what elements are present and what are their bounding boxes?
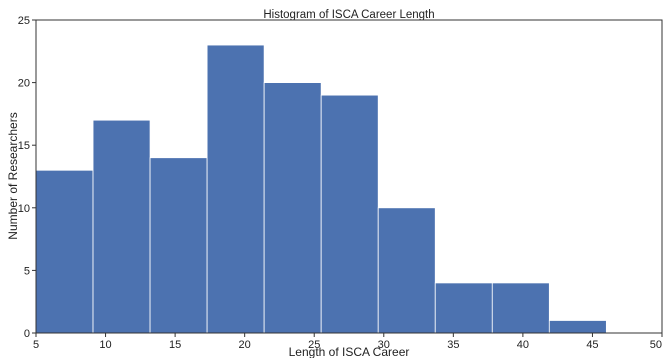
x-tick-label-20: 20 [239,339,251,351]
y-tick-label-25: 25 [18,15,30,27]
histogram-bar-6 [320,94,379,334]
x-tick-label-50: 50 [650,339,662,351]
x-tick-label-45: 45 [586,339,598,351]
histogram-bar-1 [35,169,94,334]
x-tick-label-35: 35 [447,339,459,351]
y-tick-label-5: 5 [24,265,30,277]
chart-title: Histogram of ISCA Career Length [263,9,434,21]
histogram-bar-7 [377,207,436,334]
histogram-bar-5 [263,82,322,334]
x-tick-label-40: 40 [517,339,529,351]
x-tick-label-30: 30 [378,339,390,351]
x-tick-label-15: 15 [169,339,181,351]
y-axis-title: Number of Researchers [6,112,20,239]
histogram-bar-10 [548,320,607,334]
plot-frame [35,19,663,334]
bars-group [35,44,607,334]
histogram-bar-8 [434,282,493,334]
x-axis-title: Length of ISCA Career [289,345,410,358]
y-tick-label-10: 10 [18,203,30,215]
x-tick-label-10: 10 [99,339,111,351]
axes-group [35,19,663,334]
y-tick-label-0: 0 [24,328,30,340]
histogram-bar-2 [92,119,151,334]
histogram-bar-3 [149,157,208,334]
y-axis-ticks: 0 5 10 15 20 25 [18,15,36,340]
x-axis-ticks: 5 10 15 20 25 30 35 40 45 50 [33,333,663,351]
histogram-bar-4 [206,44,265,334]
y-tick-label-20: 20 [18,78,30,90]
x-tick-label-5: 5 [33,339,39,351]
histogram-bar-9 [491,282,550,334]
y-tick-label-15: 15 [18,140,30,152]
x-tick-label-25: 25 [308,339,320,351]
